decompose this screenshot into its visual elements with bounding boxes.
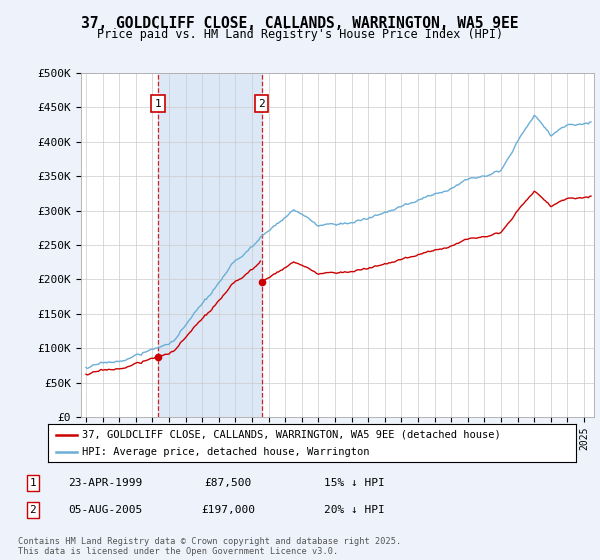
Text: 1: 1 — [29, 478, 37, 488]
Text: Contains HM Land Registry data © Crown copyright and database right 2025.
This d: Contains HM Land Registry data © Crown c… — [18, 537, 401, 556]
Bar — [158, 73, 262, 417]
Text: Price paid vs. HM Land Registry's House Price Index (HPI): Price paid vs. HM Land Registry's House … — [97, 28, 503, 41]
Text: HPI: Average price, detached house, Warrington: HPI: Average price, detached house, Warr… — [82, 447, 370, 458]
Text: 20% ↓ HPI: 20% ↓ HPI — [323, 505, 385, 515]
Text: £197,000: £197,000 — [201, 505, 255, 515]
Text: 1: 1 — [155, 99, 161, 109]
Text: 2: 2 — [259, 99, 265, 109]
Text: £87,500: £87,500 — [205, 478, 251, 488]
Text: 37, GOLDCLIFF CLOSE, CALLANDS, WARRINGTON, WA5 9EE: 37, GOLDCLIFF CLOSE, CALLANDS, WARRINGTO… — [81, 16, 519, 31]
Text: 15% ↓ HPI: 15% ↓ HPI — [323, 478, 385, 488]
Text: 37, GOLDCLIFF CLOSE, CALLANDS, WARRINGTON, WA5 9EE (detached house): 37, GOLDCLIFF CLOSE, CALLANDS, WARRINGTO… — [82, 430, 501, 440]
Text: 23-APR-1999: 23-APR-1999 — [68, 478, 142, 488]
Text: 05-AUG-2005: 05-AUG-2005 — [68, 505, 142, 515]
Text: 2: 2 — [29, 505, 37, 515]
